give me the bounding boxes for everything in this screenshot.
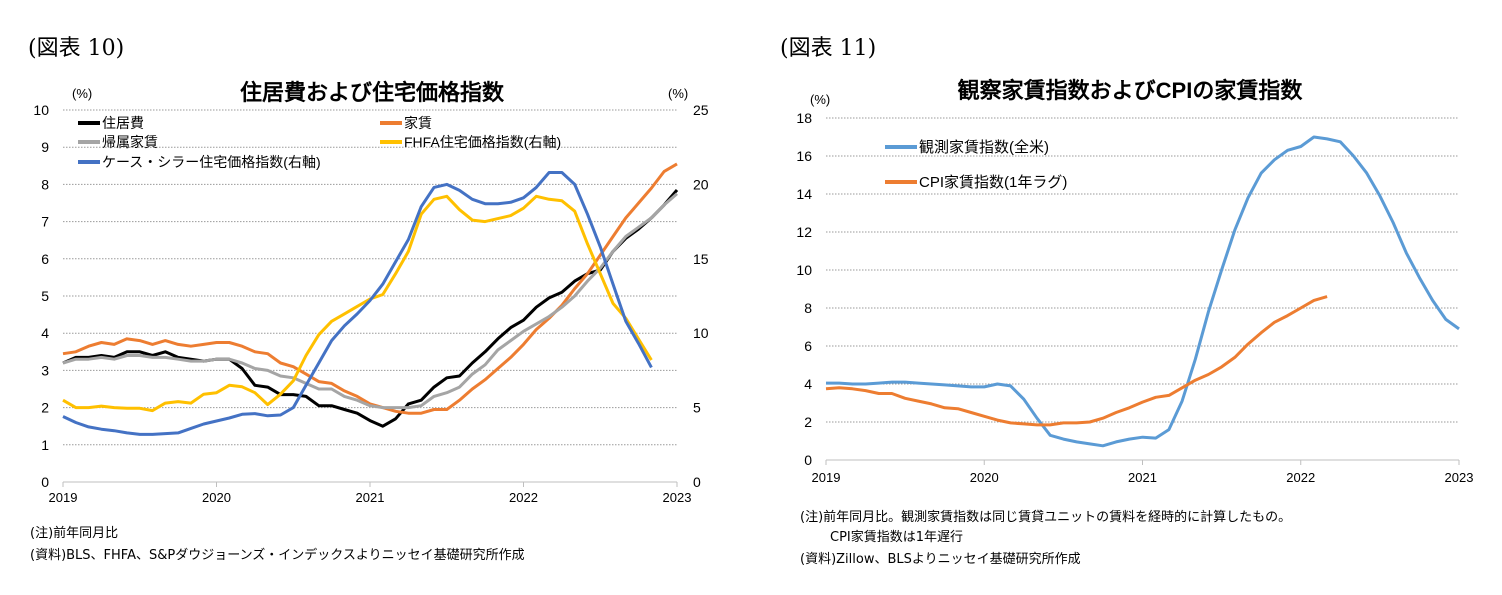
y-tick-label: 4 xyxy=(41,325,49,341)
y2-axis-unit: (%) xyxy=(668,86,688,101)
y2-tick-label: 15 xyxy=(693,251,709,267)
y-tick-label: 9 xyxy=(41,139,49,155)
chart-housing-cost: 住居費および住宅価格指数 (%) (%) 0 1 2 3 4 5 6 7 8 9 10 0 5 10 15 20 25… xyxy=(33,80,709,505)
source-left: (資料)BLS、FHFA、S&Pダウジョーンズ・インデックスよりニッセイ基礎研究… xyxy=(30,548,525,563)
x-tick-label: 2020 xyxy=(970,470,999,485)
y-tick-label: 4 xyxy=(804,376,812,392)
y2-tick-label: 10 xyxy=(693,325,709,341)
legend-label-1: 家賃 xyxy=(404,115,432,131)
y-axis-unit: (%) xyxy=(72,86,92,101)
chart-title: 住居費および住宅価格指数 xyxy=(240,80,505,105)
y2-tick-label: 0 xyxy=(693,474,701,490)
note-right: (注)前年同月比。観測家賃指数は同じ賃貸ユニットの賃料を経時的に計算したもの。 xyxy=(800,510,1292,525)
legend-label-3: FHFA住宅価格指数(右軸) xyxy=(404,134,561,150)
y-tick-label: 6 xyxy=(804,338,812,354)
x-tick-label: 2019 xyxy=(812,470,841,485)
y2-tick-label: 5 xyxy=(693,400,701,416)
y2-tick-label: 20 xyxy=(693,176,709,192)
y-tick-label: 1 xyxy=(41,437,49,453)
y-tick-label: 7 xyxy=(41,214,49,230)
legend-label-4: ケース・シラー住宅価格指数(右軸) xyxy=(102,154,321,170)
y-tick-label: 12 xyxy=(796,224,812,240)
figure-label-11: (図表 11) xyxy=(780,36,877,61)
x-tick-label: 2020 xyxy=(202,490,231,505)
y-tick-label: 8 xyxy=(41,176,49,192)
legend-label-2: 帰属家賃 xyxy=(102,134,158,150)
source-right: (資料)Zillow、BLSよりニッセイ基礎研究所作成 xyxy=(800,552,1081,567)
y-axis-unit: (%) xyxy=(810,92,830,107)
legend-label-1: CPI家賃指数(1年ラグ) xyxy=(919,174,1067,191)
legend-label-0: 住居費 xyxy=(102,115,144,131)
legend-label-0: 観測家賃指数(全米) xyxy=(919,138,1049,156)
y-tick-label: 10 xyxy=(33,102,49,118)
y-tick-label: 8 xyxy=(804,300,812,316)
x-tick-label: 2019 xyxy=(49,490,78,505)
y2-tick-label: 25 xyxy=(693,102,709,118)
y-tick-label: 6 xyxy=(41,251,49,267)
y-tick-label: 10 xyxy=(796,262,812,278)
x-tick-label: 2023 xyxy=(1445,470,1474,485)
y-tick-label: 5 xyxy=(41,288,49,304)
x-tick-label: 2023 xyxy=(663,490,692,505)
y-tick-label: 3 xyxy=(41,362,49,378)
y-tick-label: 14 xyxy=(796,186,812,202)
y-tick-label: 0 xyxy=(804,452,812,468)
x-tick-label: 2021 xyxy=(356,490,385,505)
figure-label-10: (図表 10) xyxy=(28,36,125,61)
x-tick-label: 2022 xyxy=(509,490,538,505)
y-tick-label: 2 xyxy=(41,400,49,416)
y-tick-label: 2 xyxy=(804,414,812,430)
chart-title: 観察家賃指数およびCPIの家賃指数 xyxy=(958,78,1304,103)
chart-observed-rent: 観察家賃指数およびCPIの家賃指数 (%) 0 2 4 6 8 10 12 14 16 18 2019 2… xyxy=(796,78,1474,485)
y-tick-label: 0 xyxy=(41,474,49,490)
series-line-1 xyxy=(825,295,1328,427)
note-left: (注)前年同月比 xyxy=(30,526,119,541)
x-tick-label: 2021 xyxy=(1128,470,1157,485)
y-tick-label: 18 xyxy=(796,110,812,126)
x-tick-label: 2022 xyxy=(1286,470,1315,485)
note-right-2: CPI家賃指数は1年遅行 xyxy=(830,530,964,545)
y-tick-label: 16 xyxy=(796,148,812,164)
